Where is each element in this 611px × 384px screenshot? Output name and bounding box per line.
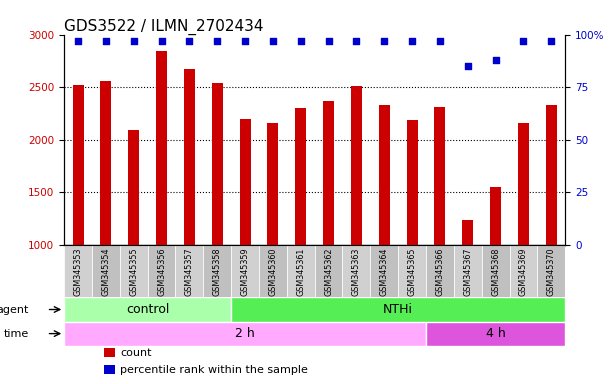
- Bar: [64, 298, 231, 321]
- Point: [351, 38, 361, 44]
- Text: GSM345367: GSM345367: [463, 248, 472, 296]
- Point: [379, 38, 389, 44]
- Bar: [323, 101, 334, 245]
- Bar: [268, 123, 279, 245]
- Bar: [351, 86, 362, 245]
- Bar: [398, 245, 426, 298]
- Point: [407, 38, 417, 44]
- Text: GSM345366: GSM345366: [436, 248, 444, 296]
- Bar: [426, 321, 565, 346]
- Bar: [379, 105, 390, 245]
- Text: agent: agent: [0, 305, 29, 314]
- Text: GSM345363: GSM345363: [352, 248, 361, 296]
- Bar: [343, 245, 370, 298]
- Bar: [295, 108, 306, 245]
- Bar: [510, 245, 537, 298]
- Bar: [231, 298, 565, 321]
- Bar: [231, 245, 259, 298]
- Bar: [406, 120, 418, 245]
- Point: [546, 38, 556, 44]
- Bar: [120, 245, 148, 298]
- Text: GSM345369: GSM345369: [519, 248, 528, 296]
- Point: [73, 38, 83, 44]
- Bar: [128, 130, 139, 245]
- Bar: [73, 85, 84, 245]
- Text: GSM345361: GSM345361: [296, 248, 306, 296]
- Point: [435, 38, 445, 44]
- Point: [268, 38, 278, 44]
- Bar: [490, 187, 501, 245]
- Bar: [148, 245, 175, 298]
- Text: GSM345364: GSM345364: [380, 248, 389, 296]
- Text: GSM345358: GSM345358: [213, 248, 222, 296]
- Text: 2 h: 2 h: [235, 327, 255, 340]
- Bar: [537, 245, 565, 298]
- Bar: [370, 245, 398, 298]
- Text: GSM345353: GSM345353: [73, 248, 82, 296]
- Bar: [64, 321, 426, 346]
- Point: [185, 38, 194, 44]
- Point: [240, 38, 250, 44]
- Bar: [546, 105, 557, 245]
- Bar: [104, 365, 115, 374]
- Bar: [481, 245, 510, 298]
- Text: GSM345355: GSM345355: [130, 248, 138, 296]
- Bar: [434, 107, 445, 245]
- Point: [156, 38, 166, 44]
- Point: [296, 38, 306, 44]
- Bar: [203, 245, 231, 298]
- Text: GSM345365: GSM345365: [408, 248, 417, 296]
- Text: GSM345354: GSM345354: [101, 248, 111, 296]
- Text: NTHi: NTHi: [383, 303, 413, 316]
- Bar: [156, 51, 167, 245]
- Bar: [259, 245, 287, 298]
- Point: [463, 63, 473, 69]
- Bar: [175, 245, 203, 298]
- Bar: [287, 245, 315, 298]
- Bar: [100, 81, 111, 245]
- Text: time: time: [4, 329, 29, 339]
- Text: GDS3522 / ILMN_2702434: GDS3522 / ILMN_2702434: [64, 18, 264, 35]
- Text: GSM345368: GSM345368: [491, 248, 500, 296]
- Bar: [462, 220, 474, 245]
- Text: percentile rank within the sample: percentile rank within the sample: [120, 365, 308, 375]
- Text: GSM345360: GSM345360: [268, 248, 277, 296]
- Bar: [315, 245, 343, 298]
- Bar: [426, 245, 454, 298]
- Bar: [240, 119, 251, 245]
- Text: GSM345357: GSM345357: [185, 248, 194, 296]
- Text: 4 h: 4 h: [486, 327, 505, 340]
- Point: [519, 38, 529, 44]
- Text: GSM345356: GSM345356: [157, 248, 166, 296]
- Point: [491, 57, 500, 63]
- Bar: [92, 245, 120, 298]
- Point: [129, 38, 139, 44]
- Text: count: count: [120, 348, 152, 358]
- Text: GSM345359: GSM345359: [241, 248, 249, 296]
- Text: GSM345362: GSM345362: [324, 248, 333, 296]
- Text: control: control: [126, 303, 169, 316]
- Bar: [104, 348, 115, 357]
- Bar: [184, 69, 195, 245]
- Point: [213, 38, 222, 44]
- Point: [101, 38, 111, 44]
- Text: GSM345370: GSM345370: [547, 248, 556, 296]
- Bar: [211, 83, 223, 245]
- Point: [324, 38, 334, 44]
- Bar: [518, 123, 529, 245]
- Bar: [64, 245, 92, 298]
- Bar: [454, 245, 481, 298]
